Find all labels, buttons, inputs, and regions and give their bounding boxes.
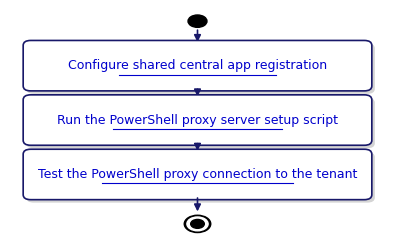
Circle shape — [188, 15, 207, 27]
FancyBboxPatch shape — [23, 40, 372, 91]
FancyBboxPatch shape — [26, 98, 375, 148]
Circle shape — [191, 220, 204, 228]
Circle shape — [187, 217, 208, 231]
FancyBboxPatch shape — [26, 44, 375, 94]
Text: Run the PowerShell proxy server setup script: Run the PowerShell proxy server setup sc… — [57, 114, 338, 126]
FancyBboxPatch shape — [26, 152, 375, 203]
Circle shape — [184, 215, 211, 232]
Text: Test the PowerShell proxy connection to the tenant: Test the PowerShell proxy connection to … — [38, 168, 357, 181]
Text: Configure shared central app registration: Configure shared central app registratio… — [68, 59, 327, 72]
FancyBboxPatch shape — [23, 95, 372, 145]
FancyBboxPatch shape — [23, 149, 372, 200]
